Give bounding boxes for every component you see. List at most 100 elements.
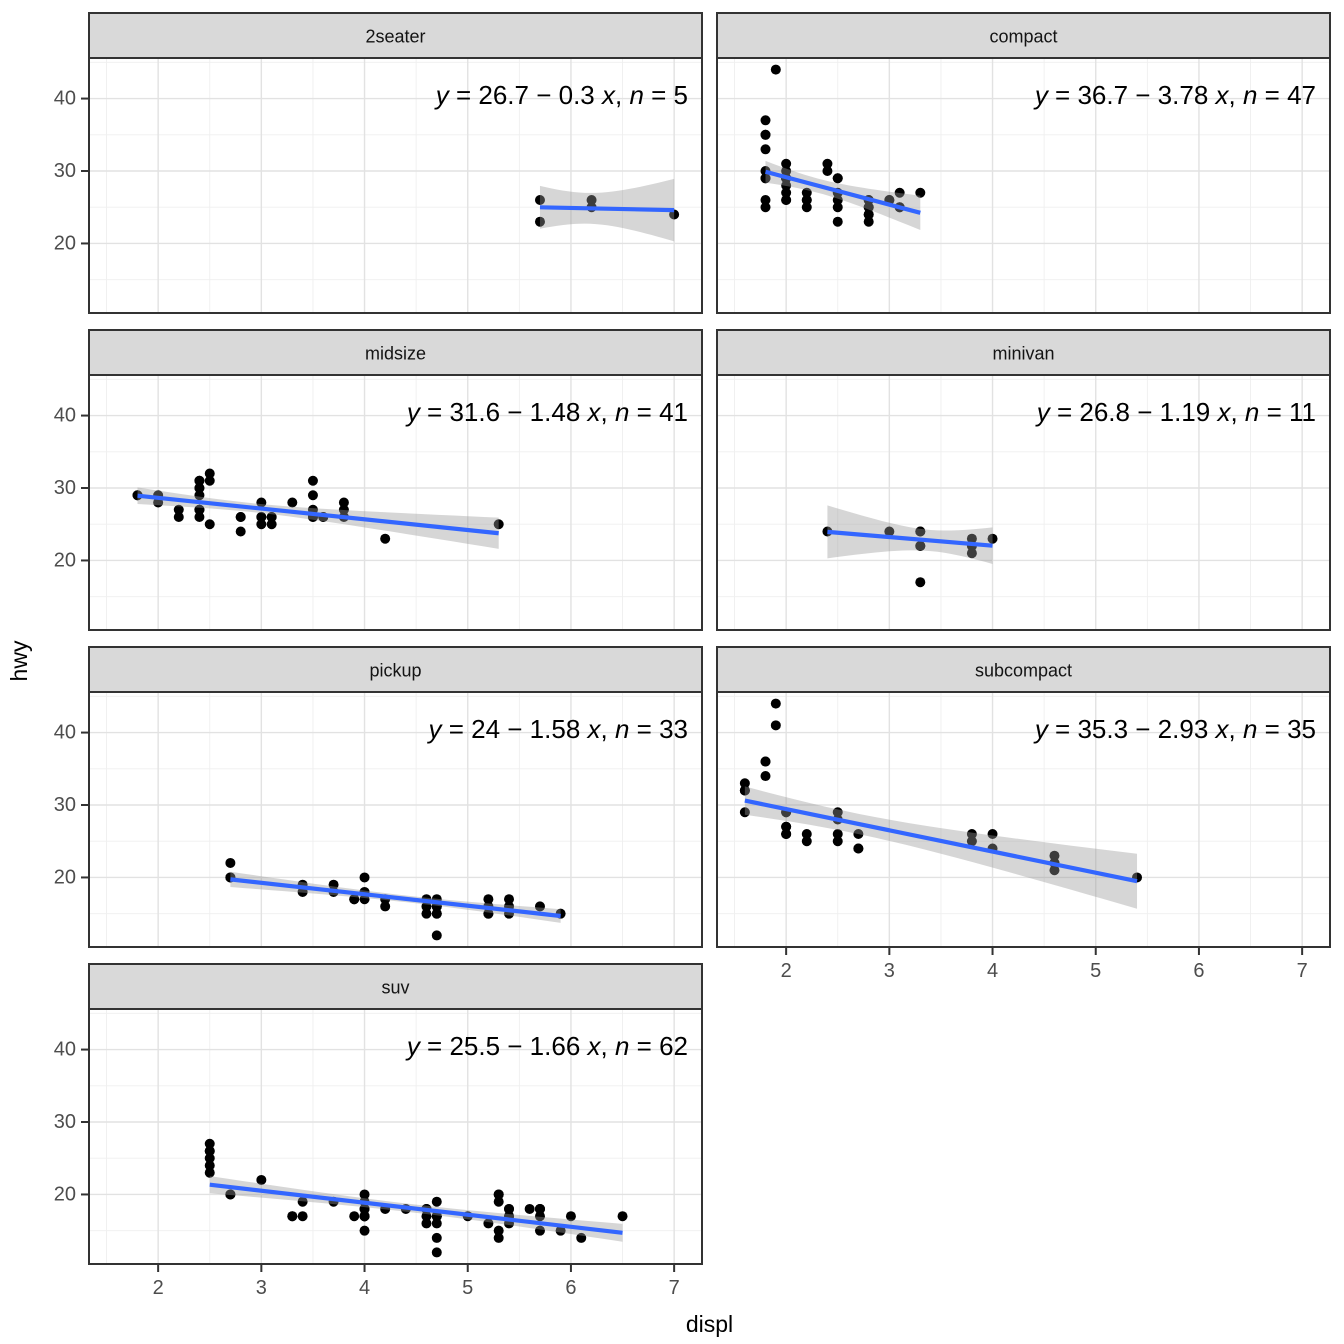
facet-strip	[716, 329, 1331, 376]
data-point	[493, 519, 504, 530]
data-point	[1049, 850, 1060, 861]
data-point	[760, 756, 771, 767]
data-point	[297, 1211, 308, 1222]
confidence-band	[765, 160, 921, 230]
data-point	[781, 828, 792, 839]
facet-strip	[88, 963, 703, 1010]
data-point	[359, 872, 370, 883]
y-axis-tick-label: 40	[54, 88, 76, 110]
data-point	[770, 64, 781, 75]
data-point	[760, 194, 771, 205]
data-point	[349, 894, 360, 905]
facet-strip-label: pickup	[369, 661, 421, 681]
data-point	[297, 1196, 308, 1207]
facet-minivan: minivan y = 26.8 − 1.19 x, n = 11	[716, 329, 1331, 631]
facet-strip-label: suv	[381, 978, 409, 998]
x-axis-title: displ	[686, 1311, 733, 1337]
data-point	[483, 1218, 494, 1229]
y-axis-tick-label: 40	[54, 722, 76, 744]
panel-background	[717, 375, 1330, 630]
facet-2seater: 2seater y = 26.7 − 0.3 x, n = 5	[88, 12, 703, 314]
data-point	[328, 879, 339, 890]
facet-strip-label: compact	[989, 27, 1057, 47]
facet-strip	[88, 329, 703, 376]
data-point	[739, 807, 750, 818]
data-point	[266, 519, 277, 530]
x-axis-tick-label: 5	[462, 1277, 473, 1299]
data-point	[534, 901, 545, 912]
data-point	[853, 828, 864, 839]
data-point	[966, 548, 977, 559]
regression-line	[137, 493, 499, 536]
data-point	[565, 1211, 576, 1222]
data-point	[915, 187, 926, 198]
data-point	[225, 1189, 236, 1200]
data-point	[617, 1211, 628, 1222]
panel-gridlines	[89, 1009, 702, 1264]
panel-gridlines	[717, 375, 1330, 630]
data-point	[822, 158, 833, 169]
data-point	[770, 698, 781, 709]
data-point	[173, 511, 184, 522]
regression-equation-label: y = 25.5 − 1.66 x, n = 62	[405, 1031, 688, 1061]
data-point	[801, 828, 812, 839]
data-point	[832, 173, 843, 184]
data-point	[760, 173, 771, 184]
data-point	[781, 821, 792, 832]
y-axis-tick-label: 30	[54, 160, 76, 182]
data-point	[359, 1225, 370, 1236]
facet-strip	[716, 646, 1331, 693]
x-axis-tick-label: 2	[153, 1277, 164, 1299]
x-axis-tick-label: 4	[987, 960, 998, 982]
x-axis-tick-label: 3	[884, 960, 895, 982]
facet-pickup: pickup y = 24 − 1.58 x, n = 33	[88, 646, 703, 948]
data-point	[534, 1211, 545, 1222]
data-point	[431, 1247, 442, 1258]
data-point	[863, 202, 874, 213]
data-point	[781, 180, 792, 191]
data-point	[287, 497, 298, 508]
data-point	[338, 504, 349, 515]
y-axis-tick-label: 20	[54, 1183, 76, 1205]
y-axis-tick-label: 20	[54, 232, 76, 254]
data-point	[204, 1138, 215, 1149]
regression-equation-label: y = 36.7 − 3.78 x, n = 47	[1033, 80, 1316, 110]
data-point	[534, 194, 545, 205]
y-axis-tick-label: 30	[54, 1111, 76, 1133]
data-point	[194, 504, 205, 515]
data-point	[421, 908, 432, 919]
data-point	[359, 1203, 370, 1214]
data-point	[493, 1189, 504, 1200]
data-point	[338, 497, 349, 508]
confidence-band	[827, 505, 993, 564]
data-point	[534, 1203, 545, 1214]
data-point	[194, 483, 205, 494]
data-point	[349, 1211, 360, 1222]
panel-gridlines	[717, 58, 1330, 313]
facet-strip-label: subcompact	[975, 661, 1072, 681]
data-point	[760, 771, 771, 782]
facet-midsize: midsize y = 31.6 − 1.48 x, n = 41	[88, 329, 703, 631]
data-point	[781, 194, 792, 205]
x-axis-tick-label: 7	[669, 1277, 680, 1299]
confidence-band	[137, 487, 499, 549]
data-point	[781, 187, 792, 198]
y-axis-title: hwy	[6, 640, 32, 681]
facet-strip	[716, 12, 1331, 59]
data-point	[760, 202, 771, 213]
y-axis-tick-label: 20	[54, 549, 76, 571]
data-point	[204, 1160, 215, 1171]
data-point	[524, 1203, 535, 1214]
data-point	[863, 216, 874, 227]
data-point	[431, 1218, 442, 1229]
facet-suv: suv y = 25.5 − 1.66 x, n = 62	[88, 963, 703, 1265]
data-point	[801, 836, 812, 847]
data-point	[853, 843, 864, 854]
y-axis-tick-label: 40	[54, 405, 76, 427]
data-point	[586, 194, 597, 205]
data-point	[1049, 865, 1060, 876]
data-point	[915, 540, 926, 551]
data-point	[832, 216, 843, 227]
data-point	[894, 187, 905, 198]
data-point	[801, 202, 812, 213]
